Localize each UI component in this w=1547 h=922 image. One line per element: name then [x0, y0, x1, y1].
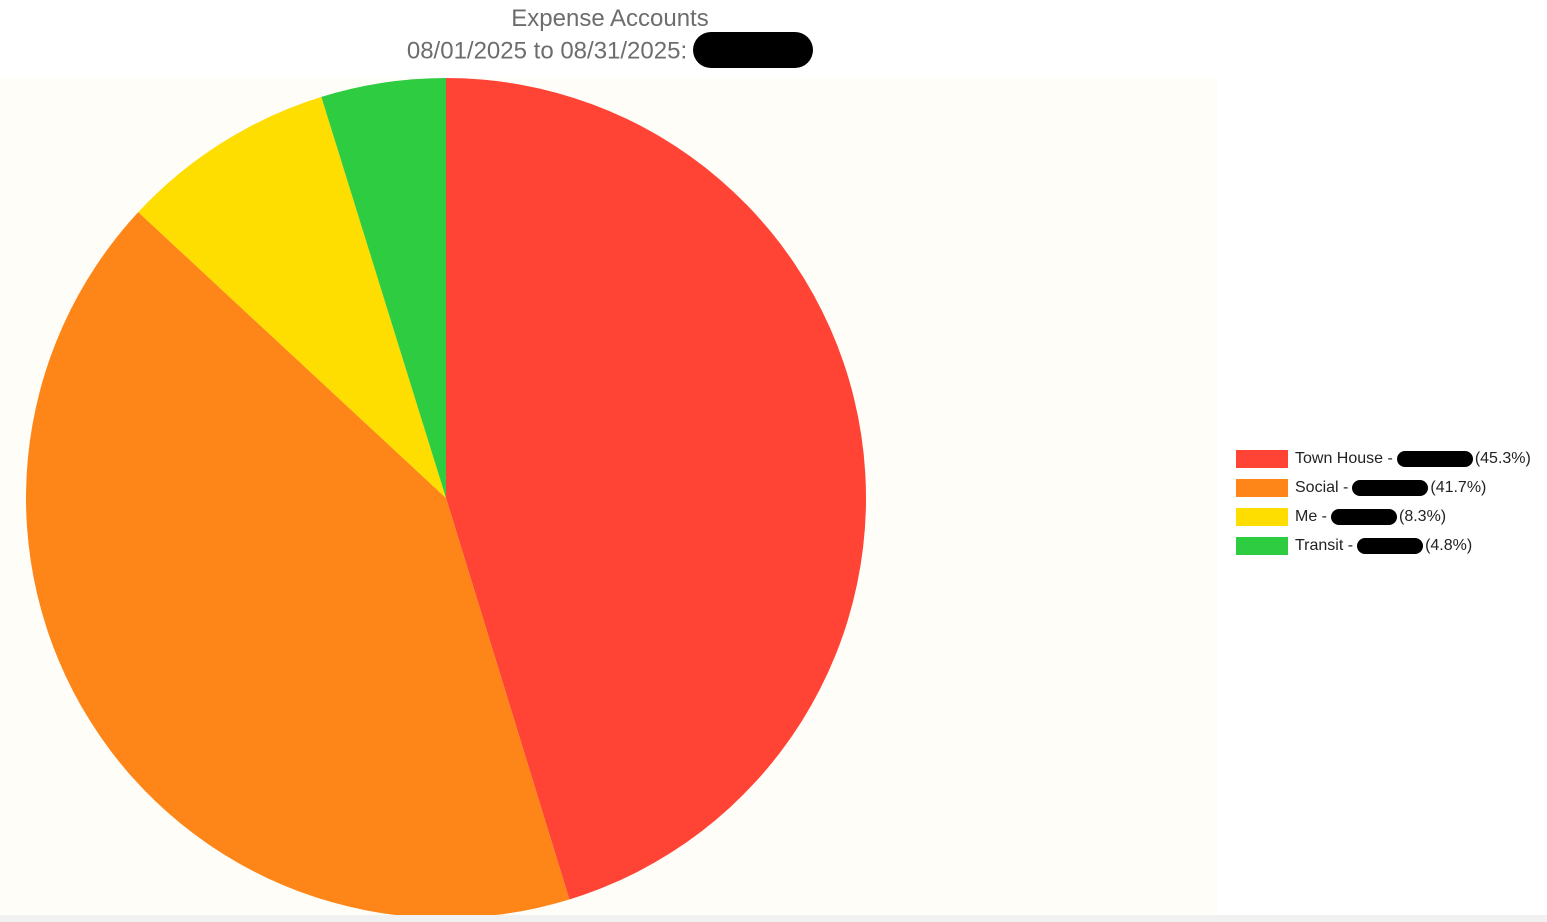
- legend-swatch: [1236, 536, 1288, 555]
- legend-percent: (4.8%): [1425, 536, 1473, 554]
- legend-label: Town House -: [1295, 449, 1393, 467]
- pie-slice-transit[interactable]: [321, 78, 446, 498]
- legend-label: Me -: [1295, 507, 1327, 525]
- legend-item-me[interactable]: Me - (8.3%): [1236, 502, 1541, 531]
- legend-swatch: [1236, 478, 1288, 497]
- pie-slice-social[interactable]: [26, 212, 570, 918]
- pie-slice-me[interactable]: [138, 96, 446, 499]
- legend-item-town-house[interactable]: Town House - (45.3%): [1236, 444, 1541, 473]
- bottom-divider: [0, 915, 1547, 922]
- redacted-amount: [1331, 508, 1397, 525]
- pie-slice-town-house[interactable]: [446, 78, 867, 900]
- redacted-amount: [1396, 450, 1473, 467]
- plot-area: [0, 78, 1218, 918]
- chart-legend: Town House - (45.3%) Social - (41.7%) Me - (8…: [1236, 444, 1541, 560]
- chart-subtitle-line: 08/01/2025 to 08/31/2025:: [380, 32, 840, 70]
- legend-label: Transit -: [1295, 536, 1354, 554]
- redacted-amount: [1357, 537, 1424, 554]
- pie-chart: [26, 78, 867, 918]
- legend-percent: (41.7%): [1430, 478, 1487, 496]
- legend-swatch: [1236, 507, 1288, 526]
- chart-title-block: Expense Accounts 08/01/2025 to 08/31/202…: [380, 4, 840, 70]
- redacted-amount: [1352, 479, 1429, 496]
- legend-item-social[interactable]: Social - (41.7%): [1236, 473, 1541, 502]
- redacted-total: [693, 32, 814, 68]
- legend-percent: (8.3%): [1399, 507, 1447, 525]
- chart-subtitle: 08/01/2025 to 08/31/2025:: [406, 37, 688, 65]
- chart-title: Expense Accounts: [511, 5, 709, 32]
- legend-swatch: [1236, 449, 1288, 468]
- legend-percent: (45.3%): [1474, 449, 1531, 467]
- legend-item-transit[interactable]: Transit - (4.8%): [1236, 531, 1541, 560]
- legend-label: Social -: [1295, 478, 1349, 496]
